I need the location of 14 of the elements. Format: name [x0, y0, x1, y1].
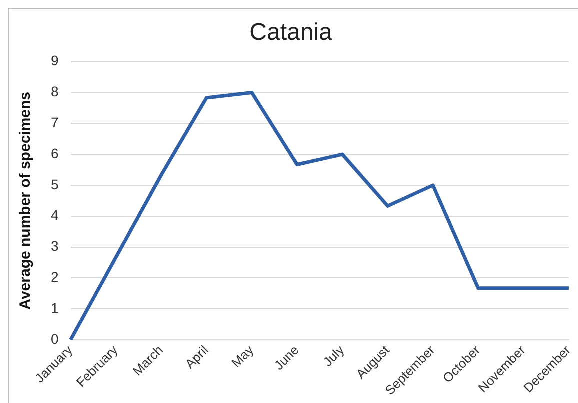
y-tick-label: 9 [50, 52, 59, 69]
y-axis-title: Average number of specimens [17, 92, 34, 310]
x-tick-label: May [228, 342, 257, 371]
y-tick-label: 0 [50, 330, 59, 347]
y-tick-label: 1 [50, 300, 59, 316]
chart-title: Catania [250, 19, 334, 46]
y-tick-label: 5 [50, 176, 59, 192]
x-tick-label: July [320, 342, 348, 370]
y-tick-label: 6 [50, 145, 59, 162]
y-tick-label: 2 [50, 269, 59, 286]
y-tick-label: 7 [50, 114, 59, 130]
y-tick-label: 3 [50, 238, 59, 254]
y-tick-label: 8 [50, 84, 59, 100]
y-tick-label: 4 [50, 207, 59, 224]
